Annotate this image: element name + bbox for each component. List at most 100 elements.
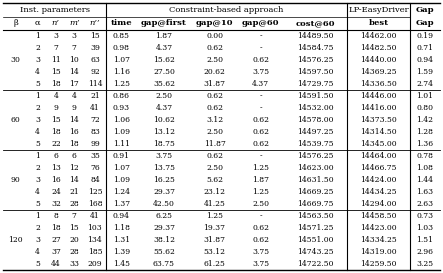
Text: 1.01: 1.01 [416, 92, 434, 100]
Text: 103: 103 [88, 224, 102, 232]
Text: 14424.00: 14424.00 [360, 176, 397, 184]
Text: best: best [369, 19, 389, 27]
Text: LP-EasyDriver: LP-EasyDriver [348, 6, 409, 14]
Text: 1.45: 1.45 [113, 260, 130, 268]
Text: 1.07: 1.07 [113, 56, 130, 64]
Text: 39: 39 [90, 44, 100, 52]
Text: 14345.00: 14345.00 [360, 140, 397, 148]
Text: 1.24: 1.24 [113, 188, 130, 196]
Text: 42.50: 42.50 [153, 200, 175, 208]
Text: 5: 5 [35, 200, 40, 208]
Text: 0.00: 0.00 [206, 32, 223, 40]
Text: 2.50: 2.50 [252, 200, 269, 208]
Text: 0.71: 0.71 [416, 44, 434, 52]
Text: 15: 15 [70, 224, 79, 232]
Text: Gap: Gap [416, 6, 435, 14]
Text: 14334.25: 14334.25 [360, 236, 397, 244]
Text: 41: 41 [90, 104, 100, 112]
Text: -: - [259, 92, 262, 100]
Text: 18.75: 18.75 [153, 140, 175, 148]
Text: 14578.00: 14578.00 [297, 116, 334, 124]
Text: 41: 41 [90, 212, 100, 220]
Text: 28: 28 [70, 200, 79, 208]
Text: 14551.00: 14551.00 [297, 236, 334, 244]
Text: 3.75: 3.75 [252, 68, 269, 76]
Text: 1.28: 1.28 [416, 128, 434, 136]
Text: 4.37: 4.37 [252, 80, 269, 88]
Text: 2.96: 2.96 [416, 248, 434, 256]
Text: 14532.00: 14532.00 [297, 104, 334, 112]
Text: 0.73: 0.73 [416, 212, 434, 220]
Text: -: - [259, 44, 262, 52]
Text: 1.37: 1.37 [113, 200, 130, 208]
Text: 14669.75: 14669.75 [297, 200, 334, 208]
Text: 41.25: 41.25 [204, 200, 225, 208]
Text: 5: 5 [35, 140, 40, 148]
Text: 11.87: 11.87 [204, 140, 225, 148]
Text: 1: 1 [35, 32, 40, 40]
Text: 3: 3 [35, 116, 40, 124]
Text: 33: 33 [69, 260, 79, 268]
Text: 2.63: 2.63 [416, 200, 434, 208]
Text: 11: 11 [51, 56, 61, 64]
Text: 1.87: 1.87 [252, 176, 269, 184]
Text: gap@10: gap@10 [196, 19, 233, 27]
Text: 0.62: 0.62 [252, 224, 269, 232]
Text: 4: 4 [35, 68, 40, 76]
Text: 6: 6 [54, 152, 58, 160]
Text: 2: 2 [35, 104, 40, 112]
Text: 14259.50: 14259.50 [360, 260, 397, 268]
Text: 2.50: 2.50 [155, 92, 172, 100]
Text: 3: 3 [54, 32, 58, 40]
Text: 10.62: 10.62 [153, 116, 175, 124]
Text: 18: 18 [70, 140, 79, 148]
Text: 83: 83 [90, 128, 100, 136]
Text: 1.44: 1.44 [416, 176, 434, 184]
Text: n’: n’ [52, 19, 60, 27]
Text: 0.62: 0.62 [252, 56, 269, 64]
Text: 5.62: 5.62 [206, 176, 223, 184]
Text: Constraint-based approach: Constraint-based approach [170, 6, 284, 14]
Text: 14584.75: 14584.75 [297, 44, 334, 52]
Text: 3.12: 3.12 [206, 116, 223, 124]
Text: 1.16: 1.16 [113, 68, 130, 76]
Text: 18: 18 [51, 224, 61, 232]
Text: 3.75: 3.75 [252, 248, 269, 256]
Text: 2: 2 [35, 224, 40, 232]
Text: 7: 7 [54, 44, 58, 52]
Text: 13.75: 13.75 [153, 164, 175, 172]
Text: 4: 4 [35, 248, 40, 256]
Text: cost@60: cost@60 [295, 19, 335, 27]
Text: 2.74: 2.74 [416, 80, 434, 88]
Text: 37: 37 [51, 248, 61, 256]
Text: 14576.25: 14576.25 [297, 152, 334, 160]
Text: 18: 18 [51, 128, 61, 136]
Text: 1.09: 1.09 [113, 128, 130, 136]
Text: 14539.75: 14539.75 [297, 140, 334, 148]
Text: 1: 1 [35, 92, 40, 100]
Text: 19.37: 19.37 [204, 224, 225, 232]
Text: Gap: Gap [416, 19, 435, 27]
Text: 6.25: 6.25 [155, 212, 172, 220]
Text: β: β [13, 19, 18, 27]
Text: α: α [35, 19, 40, 27]
Text: 1: 1 [35, 212, 40, 220]
Text: 14482.50: 14482.50 [360, 44, 397, 52]
Text: 14462.00: 14462.00 [360, 32, 397, 40]
Text: 0.93: 0.93 [113, 104, 130, 112]
Text: 14446.00: 14446.00 [360, 92, 397, 100]
Text: 6: 6 [72, 152, 77, 160]
Text: 72: 72 [90, 116, 100, 124]
Text: 0.91: 0.91 [113, 152, 130, 160]
Text: 0.94: 0.94 [113, 212, 130, 220]
Text: 185: 185 [88, 248, 102, 256]
Text: 0.62: 0.62 [206, 44, 223, 52]
Text: 0.62: 0.62 [252, 236, 269, 244]
Text: 14571.25: 14571.25 [297, 224, 334, 232]
Text: 2.50: 2.50 [206, 164, 223, 172]
Text: 4: 4 [35, 188, 40, 196]
Text: 1.07: 1.07 [113, 164, 130, 172]
Text: 14631.50: 14631.50 [297, 176, 334, 184]
Text: 3.25: 3.25 [416, 260, 434, 268]
Text: 31.87: 31.87 [204, 236, 225, 244]
